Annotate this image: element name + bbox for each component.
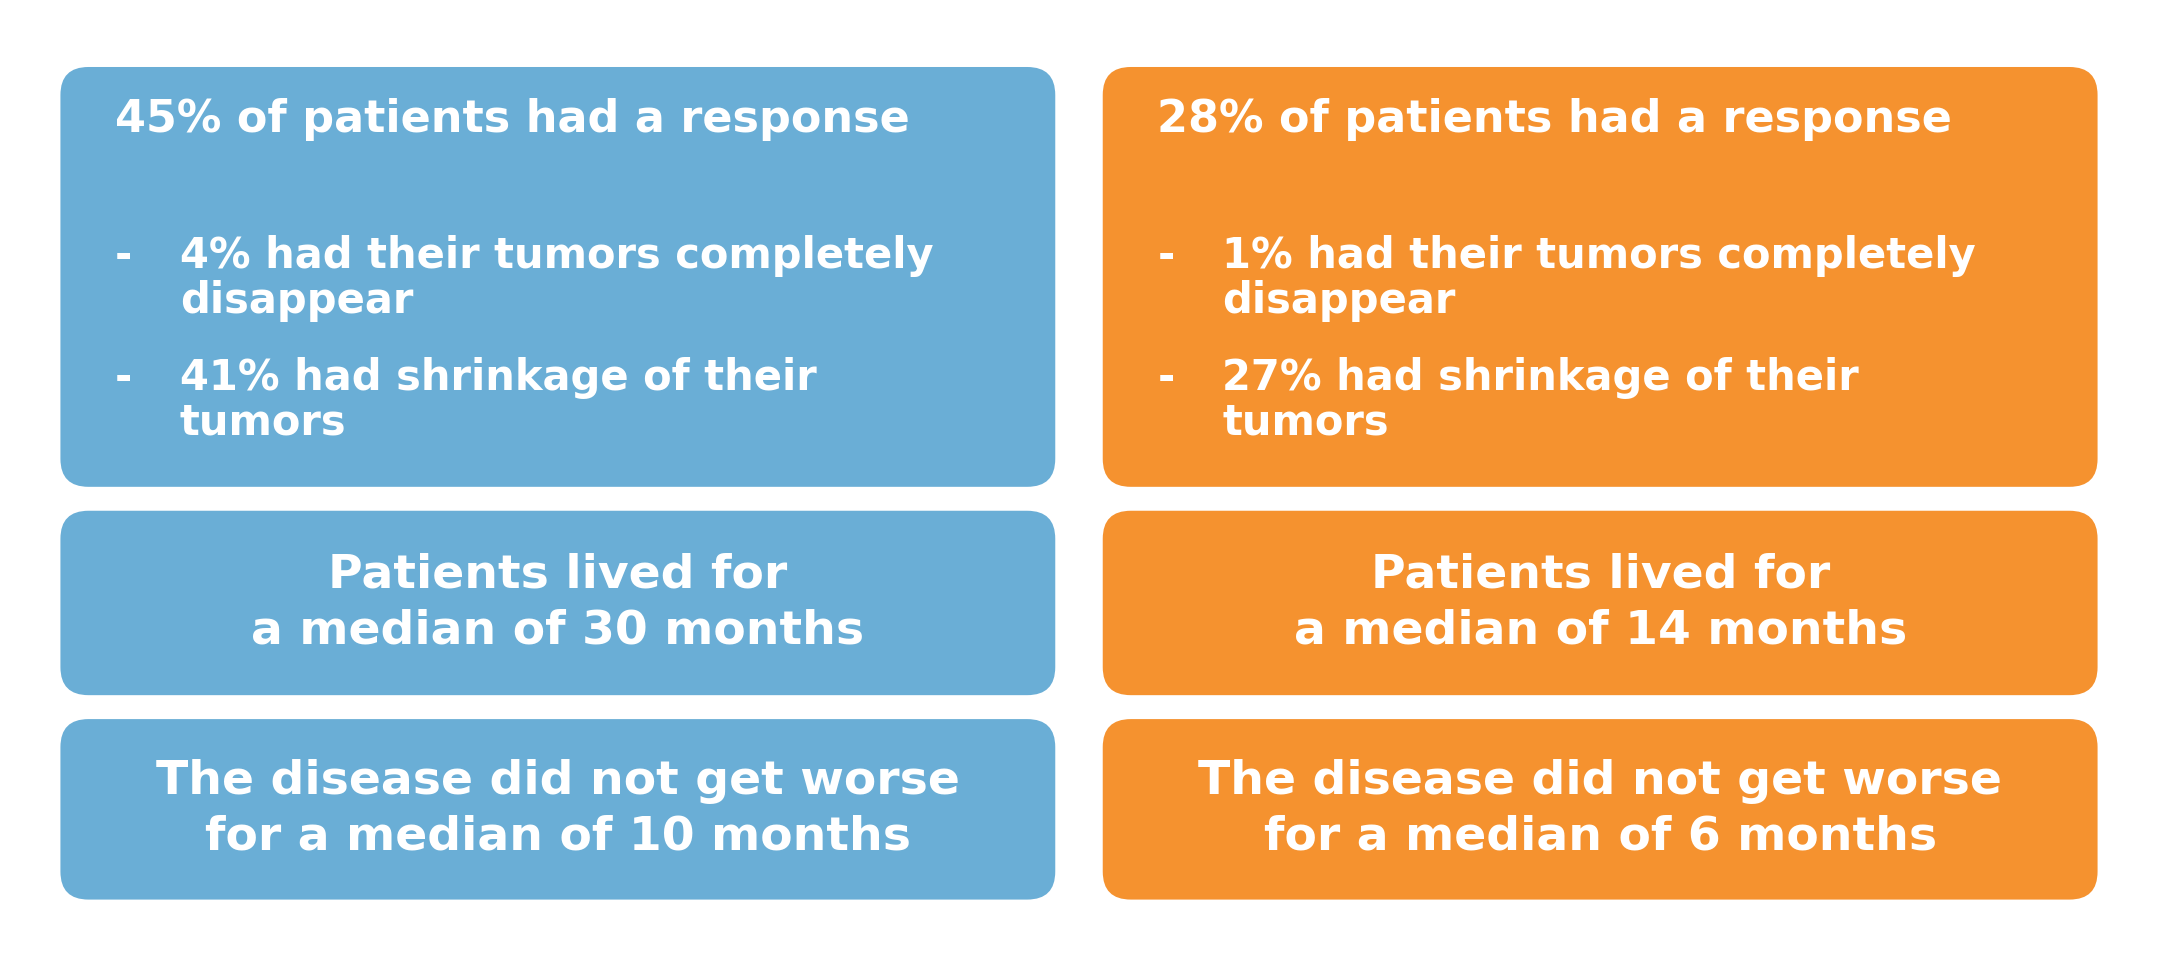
Text: 1% had their tumors completely
disappear: 1% had their tumors completely disappear bbox=[1221, 234, 1977, 323]
Text: 27% had shrinkage of their
tumors: 27% had shrinkage of their tumors bbox=[1221, 357, 1858, 444]
FancyBboxPatch shape bbox=[1103, 67, 2098, 487]
Text: Patients lived for
a median of 14 months: Patients lived for a median of 14 months bbox=[1293, 553, 1908, 654]
FancyBboxPatch shape bbox=[60, 511, 1055, 695]
Text: The disease did not get worse
for a median of 6 months: The disease did not get worse for a medi… bbox=[1198, 759, 2003, 859]
Text: 41% had shrinkage of their
tumors: 41% had shrinkage of their tumors bbox=[179, 357, 816, 444]
FancyBboxPatch shape bbox=[1103, 511, 2098, 695]
Text: Patients lived for
a median of 30 months: Patients lived for a median of 30 months bbox=[250, 553, 865, 654]
FancyBboxPatch shape bbox=[1103, 719, 2098, 900]
Text: 28% of patients had a response: 28% of patients had a response bbox=[1157, 98, 1953, 141]
FancyBboxPatch shape bbox=[60, 67, 1055, 487]
Text: The disease did not get worse
for a median of 10 months: The disease did not get worse for a medi… bbox=[155, 759, 960, 859]
Text: -: - bbox=[1157, 234, 1174, 277]
Text: -: - bbox=[114, 357, 132, 399]
Text: 4% had their tumors completely
disappear: 4% had their tumors completely disappear bbox=[179, 234, 934, 323]
Text: -: - bbox=[114, 234, 132, 277]
FancyBboxPatch shape bbox=[60, 719, 1055, 900]
Text: 45% of patients had a response: 45% of patients had a response bbox=[114, 98, 911, 141]
Text: -: - bbox=[1157, 357, 1174, 399]
